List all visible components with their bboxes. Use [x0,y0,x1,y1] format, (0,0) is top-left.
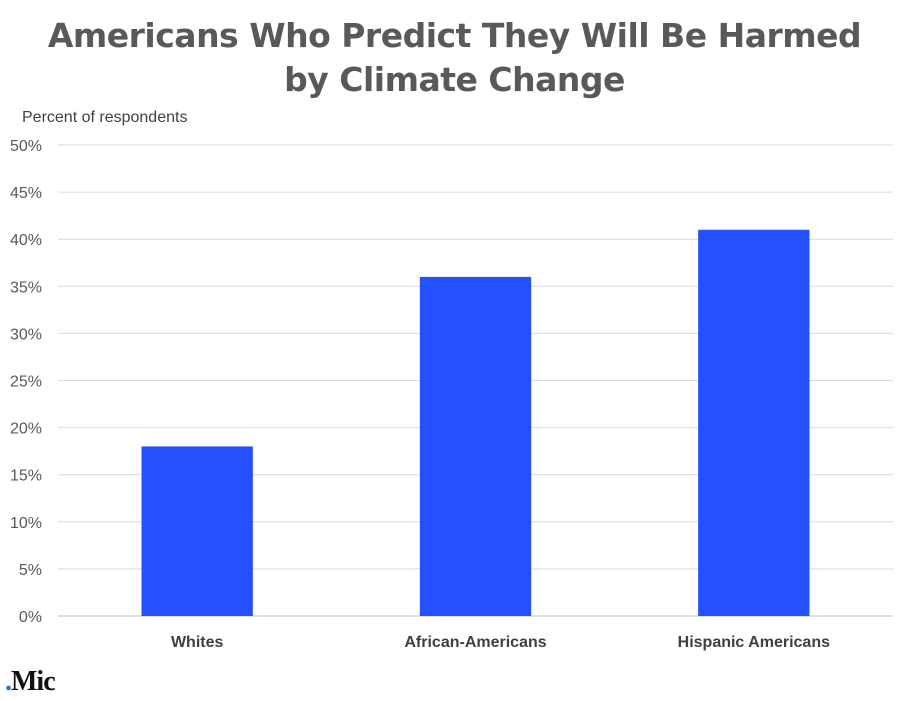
logo-text: Mic [11,666,56,697]
chart-title-line-2: by Climate Change [284,60,625,99]
y-tick-label: 20% [10,421,42,438]
y-tick-label: 5% [19,562,42,579]
x-tick-label: African-Americans [404,634,546,651]
y-axis-label: Percent of respondents [22,109,187,126]
y-tick-label: 30% [10,326,42,343]
y-tick-label: 50% [10,138,42,155]
bar-hispanic-americans [698,229,810,616]
bar-african-americans [419,276,532,616]
logo-dot: . [5,666,12,697]
bar-whites [141,446,253,616]
x-tick-label: Hispanic Americans [678,634,830,651]
chart-title-line-1: Americans Who Predict They Will Be Harme… [47,16,862,55]
y-tick-label: 25% [10,374,42,391]
mic-logo: .Mic [5,666,56,697]
y-tick-label: 45% [10,185,42,202]
y-tick-label: 10% [10,515,42,532]
x-tick-label: Whites [171,634,224,651]
y-tick-label: 40% [10,232,42,249]
chart-title: Americans Who Predict They Will Be Harme… [0,14,909,102]
y-tick-label: 35% [10,279,42,296]
y-tick-label: 15% [10,468,42,485]
y-tick-label: 0% [19,609,42,626]
